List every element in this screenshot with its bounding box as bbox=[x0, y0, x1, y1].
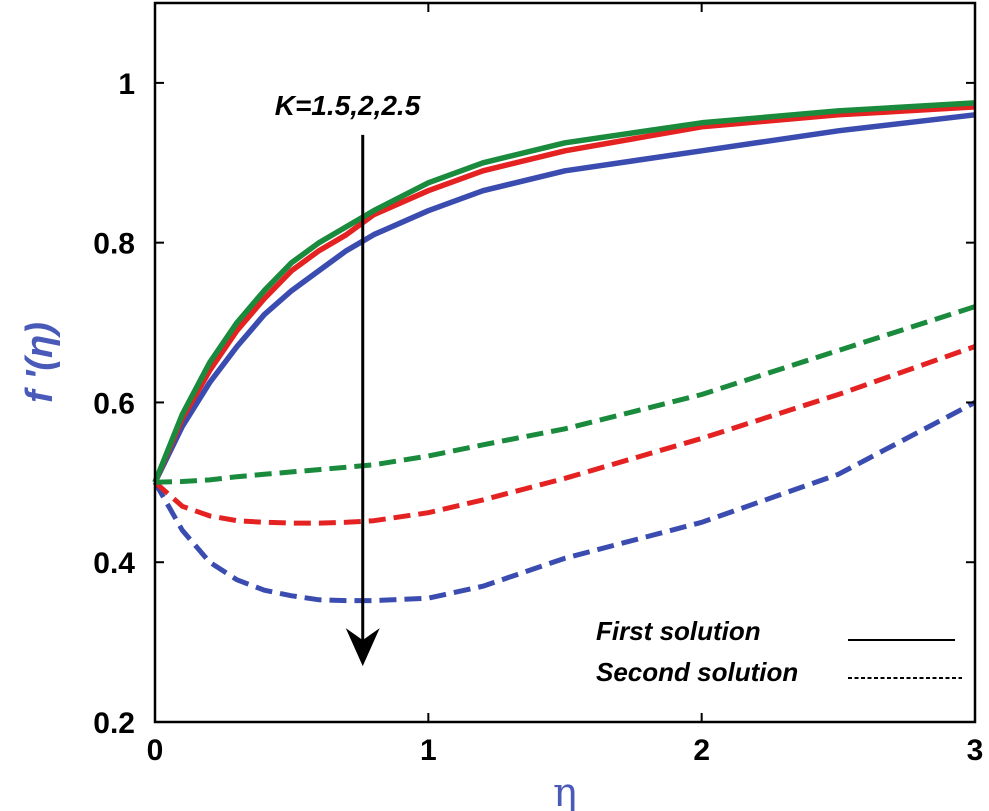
ticks-layer: 0 1 2 3 0.2 0.4 0.6 0.8 1 bbox=[93, 3, 983, 767]
plot-frame bbox=[153, 1, 977, 724]
series-line-0 bbox=[152, 112, 976, 484]
legend-label-second-solution: Second solution bbox=[596, 657, 798, 687]
y-tick-label-0: 0.2 bbox=[93, 707, 135, 740]
y-tick-label-3: 0.8 bbox=[93, 228, 135, 261]
y-axis-label: f '(η) bbox=[19, 322, 61, 403]
legend-label-first-solution: First solution bbox=[596, 616, 761, 646]
series-line-2 bbox=[152, 100, 976, 484]
annotation-layer: K=1.5,2,2.5 bbox=[275, 90, 421, 667]
legend: First solution Second solution bbox=[596, 616, 962, 687]
x-tick-label-3: 3 bbox=[967, 734, 984, 767]
series-line-3 bbox=[152, 400, 977, 604]
x-tick-label-2: 2 bbox=[693, 734, 710, 767]
series-line-4 bbox=[153, 344, 976, 526]
annotation-label: K=1.5,2,2.5 bbox=[275, 90, 421, 121]
series-layer bbox=[152, 100, 977, 604]
x-tick-label-1: 1 bbox=[420, 734, 437, 767]
x-axis-label: η bbox=[553, 770, 577, 811]
annotation-arrow-head bbox=[345, 628, 380, 667]
y-tick-label-2: 0.6 bbox=[93, 387, 135, 420]
y-tick-label-4: 1 bbox=[118, 68, 135, 101]
y-tick-label-1: 0.4 bbox=[93, 547, 135, 580]
series-line-5 bbox=[154, 304, 976, 485]
series-line-1 bbox=[152, 104, 976, 484]
x-tick-label-0: 0 bbox=[147, 734, 164, 767]
